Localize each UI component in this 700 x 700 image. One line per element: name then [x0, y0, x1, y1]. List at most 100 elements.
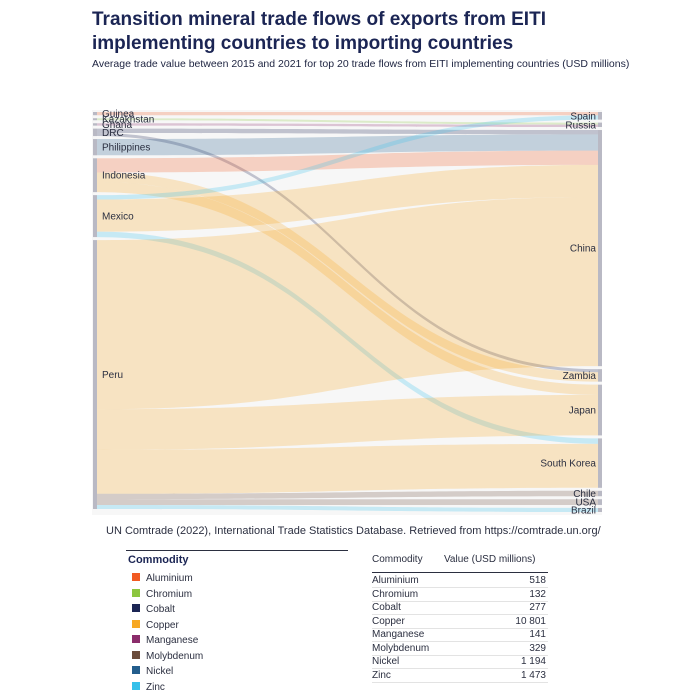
- source-note: UN Comtrade (2022), International Trade …: [106, 525, 601, 537]
- legend-item-cobalt: Cobalt: [132, 603, 175, 617]
- table-cell-value: 518: [529, 575, 546, 586]
- legend-label: Cobalt: [146, 604, 175, 615]
- table-cell-value: 1 473: [520, 669, 546, 681]
- chart-background: [92, 110, 602, 515]
- legend-swatch: [132, 573, 140, 581]
- nodes-layer: [93, 112, 602, 512]
- table-header: Commodity Value (USD millions): [372, 552, 548, 573]
- node-philippines: [93, 139, 97, 156]
- legend-item-aluminium: Aluminium: [132, 572, 193, 586]
- legend-item-zinc: Zinc: [132, 681, 165, 695]
- table-row: Copper 10 801: [372, 615, 548, 629]
- node-label-ghana: Ghana: [102, 120, 132, 131]
- table-cell-commodity: Copper: [372, 615, 405, 627]
- table-cell-commodity: Manganese: [372, 629, 425, 640]
- legend-swatch: [132, 604, 140, 612]
- legend-label: Aluminium: [146, 573, 193, 584]
- table-cell-commodity: Nickel: [372, 656, 400, 667]
- table-row: Aluminium 518: [372, 574, 548, 588]
- table-cell-value: 141: [529, 629, 546, 640]
- flow-mexico-china: [97, 164, 598, 232]
- node-label-mexico: Mexico: [102, 212, 134, 223]
- flow-guinea-spain: [97, 112, 598, 116]
- legend-swatch: [132, 635, 140, 643]
- flow-peru-usa: [97, 499, 598, 505]
- flow-peru-brazil: [97, 504, 598, 512]
- legend-swatch: [132, 681, 140, 690]
- node-label-usa: USA: [575, 498, 596, 509]
- table-row: Molybdenum 329: [372, 642, 548, 656]
- flows-layer: [97, 112, 598, 512]
- legend-swatch: [132, 619, 140, 628]
- legend-label: Molybdenum: [146, 650, 204, 662]
- node-label-russia: Russia: [565, 120, 596, 131]
- node-spain: [598, 112, 602, 120]
- node-label-drc: DRC: [102, 128, 124, 139]
- node-zambia: [598, 369, 602, 382]
- legend-item-manganese: Manganese: [132, 634, 198, 648]
- node-label-brazil: Brazil: [571, 505, 596, 515]
- legend-title: Commodity: [128, 554, 189, 566]
- node-label-china: China: [570, 244, 597, 255]
- flow-indonesia-japan: [97, 181, 598, 395]
- table-header-value: Value (USD millions): [444, 554, 536, 565]
- node-label-peru: Peru: [102, 370, 123, 381]
- node-south-korea: [598, 438, 602, 488]
- flow-peru-japan: [97, 394, 598, 450]
- table-cell-value: 132: [529, 588, 546, 600]
- flow-philippines-china: [97, 134, 598, 156]
- legend-item-copper: Copper: [132, 619, 179, 633]
- node-japan: [598, 384, 602, 436]
- flow-mexico-spain: [97, 115, 598, 200]
- node-label-guinea: Guinea: [102, 109, 135, 120]
- flow-indonesia-china: [97, 150, 598, 173]
- legend-divider: [126, 550, 348, 551]
- flow-mexico-south-korea: [97, 231, 598, 444]
- legend-swatch: [132, 666, 140, 674]
- node-china: [598, 130, 602, 367]
- legend-item-molybdenum: Molybdenum: [132, 650, 203, 664]
- legend-label: Zinc: [146, 681, 165, 693]
- flow-drc-china: [97, 128, 598, 135]
- table-row: Manganese 141: [372, 628, 548, 642]
- node-ghana: [93, 123, 97, 126]
- legend-item-nickel: Nickel: [132, 665, 173, 679]
- legend-swatch: [132, 588, 140, 597]
- node-peru: [93, 240, 97, 510]
- node-brazil: [598, 507, 602, 512]
- node-label-philippines: Philippines: [102, 143, 150, 154]
- table-row: Chromium 132: [372, 588, 548, 602]
- table-cell-commodity: Cobalt: [372, 602, 401, 613]
- table-header-commodity: Commodity: [372, 554, 423, 565]
- node-label-indonesia: Indonesia: [102, 171, 146, 182]
- table-cell-value: 1 194: [520, 656, 546, 667]
- table-cell-value: 10 801: [515, 615, 546, 627]
- node-label-japan: Japan: [569, 406, 596, 417]
- node-label-south-korea: South Korea: [540, 459, 596, 470]
- legend-item-chromium: Chromium: [132, 588, 192, 602]
- legend-label: Manganese: [146, 635, 199, 646]
- node-guinea: [93, 112, 97, 116]
- table-row: Zinc 1 473: [372, 669, 548, 683]
- table-cell-commodity: Zinc: [372, 669, 391, 681]
- table-cell-commodity: Chromium: [372, 588, 419, 600]
- node-label-chile: Chile: [573, 489, 596, 500]
- chart-title: Transition mineral trade flows of export…: [92, 9, 546, 54]
- node-russia: [598, 122, 602, 128]
- legend: Commodity Aluminium Chromium Cobalt Copper M…: [116, 542, 356, 700]
- legend-label: Chromium: [146, 588, 193, 600]
- node-indonesia: [93, 158, 97, 193]
- legend-label: Nickel: [146, 666, 174, 677]
- node-usa: [598, 499, 602, 505]
- flow-peru-south-korea: [97, 443, 598, 494]
- table-cell-value: 277: [529, 602, 546, 613]
- chart-subtitle: Average trade value between 2015 and 202…: [92, 58, 630, 70]
- flow-indonesia-zambia: [97, 172, 598, 382]
- table-cell-commodity: Aluminium: [372, 575, 419, 586]
- legend-swatch: [132, 650, 140, 659]
- node-mexico: [93, 195, 97, 238]
- flow-peru-china: [97, 196, 598, 410]
- table-cell-commodity: Molybdenum: [372, 642, 430, 654]
